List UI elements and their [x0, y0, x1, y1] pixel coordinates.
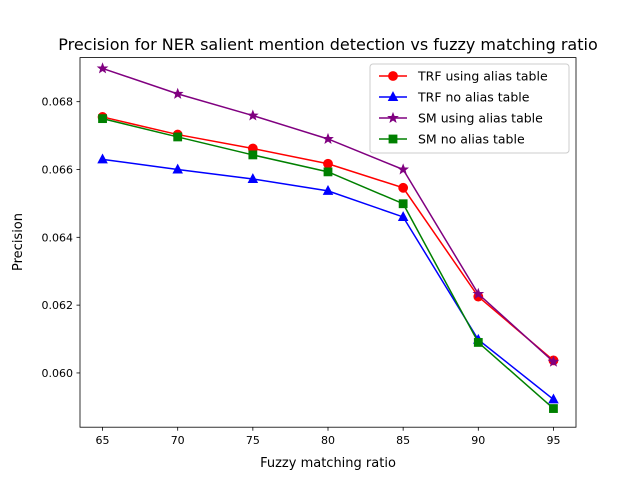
x-tick-label: 65 [96, 434, 110, 447]
data-point [172, 163, 183, 174]
data-point [247, 173, 259, 183]
y-tick-label: 0.068 [42, 96, 74, 109]
legend: TRF using alias table TRF no alias table S… [369, 63, 570, 154]
data-point [547, 355, 560, 367]
y-axis: 0.060 0.062 0.064 0.066 0.068 [42, 96, 80, 380]
data-point [549, 404, 558, 413]
data-point [171, 87, 184, 99]
x-tick-label: 80 [321, 434, 335, 447]
data-point [398, 182, 409, 193]
x-axis-label: Fuzzy matching ratio [260, 456, 396, 471]
legend-label: TRF using alias table [417, 69, 548, 84]
data-point [323, 167, 333, 177]
data-point [323, 158, 333, 169]
data-point [96, 62, 109, 74]
y-tick-label: 0.064 [42, 231, 74, 244]
data-point [398, 199, 408, 209]
x-tick-label: 70 [171, 434, 185, 447]
legend-label: TRF no alias table [417, 90, 530, 105]
legend-item: TRF no alias table [379, 90, 530, 105]
y-tick-label: 0.066 [42, 163, 74, 176]
y-axis-label: Precision [11, 213, 26, 271]
series-3 [96, 62, 560, 367]
data-point [397, 211, 409, 221]
x-tick-label: 95 [546, 434, 560, 447]
legend-box [369, 63, 570, 154]
series-layer [96, 62, 560, 413]
y-tick-label: 0.060 [42, 367, 74, 380]
x-axis: 65 70 75 80 85 90 95 [96, 427, 560, 447]
data-point [97, 153, 108, 164]
data-point [397, 163, 409, 175]
y-tick-label: 0.062 [42, 299, 74, 312]
data-point [322, 132, 334, 144]
legend-marker [387, 91, 399, 101]
legend-label: SM no alias table [418, 132, 525, 147]
legend-item: TRF using alias table [379, 69, 548, 84]
chart-title: Precision for NER salient mention detect… [58, 35, 598, 54]
data-point [248, 150, 258, 160]
legend-marker [388, 71, 398, 81]
x-tick-label: 85 [396, 434, 410, 447]
data-point [98, 114, 107, 124]
data-point [322, 185, 334, 195]
x-tick-label: 90 [471, 434, 485, 447]
series-4 [98, 114, 558, 413]
legend-marker [387, 111, 399, 123]
x-tick-label: 75 [246, 434, 260, 447]
data-point [473, 338, 483, 347]
data-point [472, 287, 485, 299]
legend-item: SM using alias table [379, 111, 543, 126]
data-point [548, 393, 559, 404]
data-point [247, 109, 259, 121]
legend-item: SM no alias table [379, 132, 525, 147]
data-point [173, 132, 183, 142]
legend-marker [388, 134, 398, 144]
legend-label: SM using alias table [418, 111, 543, 126]
